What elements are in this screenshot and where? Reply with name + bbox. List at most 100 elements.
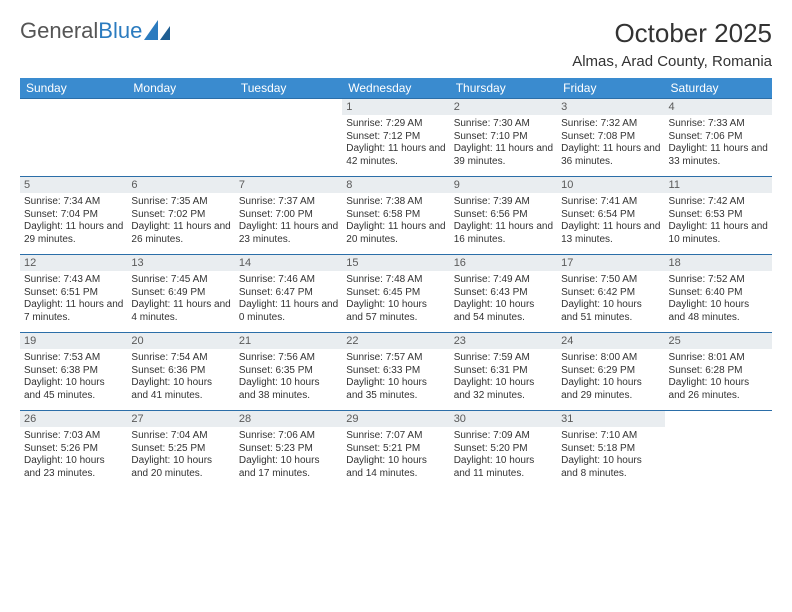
sunset-text: Sunset: 6:33 PM [346,365,445,378]
day-details: Sunrise: 8:01 AMSunset: 6:28 PMDaylight:… [665,349,772,410]
sunrise-text: Sunrise: 7:54 AM [131,352,230,365]
calendar-day: 21Sunrise: 7:56 AMSunset: 6:35 PMDayligh… [235,333,342,411]
day-details: Sunrise: 7:45 AMSunset: 6:49 PMDaylight:… [127,271,234,332]
weekday-header: Wednesday [342,78,449,99]
day-number: 23 [450,333,557,349]
sunrise-text: Sunrise: 7:49 AM [454,274,553,287]
daylight-text: Daylight: 10 hours and 32 minutes. [454,377,553,402]
calendar-day: 7Sunrise: 7:37 AMSunset: 7:00 PMDaylight… [235,177,342,255]
day-number: 6 [127,177,234,193]
day-number: 11 [665,177,772,193]
daylight-text: Daylight: 10 hours and 11 minutes. [454,455,553,480]
weekday-header: Thursday [450,78,557,99]
day-number: 15 [342,255,449,271]
sunrise-text: Sunrise: 7:48 AM [346,274,445,287]
sunset-text: Sunset: 5:18 PM [561,443,660,456]
day-details: Sunrise: 7:46 AMSunset: 6:47 PMDaylight:… [235,271,342,332]
sunset-text: Sunset: 5:20 PM [454,443,553,456]
calendar-day: 1Sunrise: 7:29 AMSunset: 7:12 PMDaylight… [342,99,449,177]
location: Almas, Arad County, Romania [572,53,772,70]
daylight-text: Daylight: 11 hours and 0 minutes. [239,299,338,324]
sunset-text: Sunset: 6:49 PM [131,287,230,300]
daylight-text: Daylight: 11 hours and 16 minutes. [454,221,553,246]
sunrise-text: Sunrise: 7:59 AM [454,352,553,365]
day-number: 9 [450,177,557,193]
weekday-header: Monday [127,78,234,99]
calendar-day: 9Sunrise: 7:39 AMSunset: 6:56 PMDaylight… [450,177,557,255]
calendar-day [665,411,772,489]
sunrise-text: Sunrise: 7:56 AM [239,352,338,365]
day-details: Sunrise: 7:53 AMSunset: 6:38 PMDaylight:… [20,349,127,410]
calendar-day [20,99,127,177]
sunset-text: Sunset: 6:43 PM [454,287,553,300]
daylight-text: Daylight: 10 hours and 14 minutes. [346,455,445,480]
day-details: Sunrise: 7:07 AMSunset: 5:21 PMDaylight:… [342,427,449,488]
daylight-text: Daylight: 10 hours and 17 minutes. [239,455,338,480]
day-number: 25 [665,333,772,349]
sunset-text: Sunset: 7:04 PM [24,209,123,222]
calendar-day: 11Sunrise: 7:42 AMSunset: 6:53 PMDayligh… [665,177,772,255]
sunset-text: Sunset: 7:10 PM [454,131,553,144]
calendar-day: 29Sunrise: 7:07 AMSunset: 5:21 PMDayligh… [342,411,449,489]
day-number: 14 [235,255,342,271]
sunrise-text: Sunrise: 8:00 AM [561,352,660,365]
day-details: Sunrise: 7:32 AMSunset: 7:08 PMDaylight:… [557,115,664,176]
daylight-text: Daylight: 11 hours and 4 minutes. [131,299,230,324]
sunset-text: Sunset: 7:12 PM [346,131,445,144]
day-number: 3 [557,99,664,115]
sunrise-text: Sunrise: 7:53 AM [24,352,123,365]
day-details: Sunrise: 7:29 AMSunset: 7:12 PMDaylight:… [342,115,449,176]
sunset-text: Sunset: 6:53 PM [669,209,768,222]
brand-part1: General [20,18,98,43]
sunrise-text: Sunrise: 7:34 AM [24,196,123,209]
day-number: 1 [342,99,449,115]
day-number: 17 [557,255,664,271]
calendar-day: 6Sunrise: 7:35 AMSunset: 7:02 PMDaylight… [127,177,234,255]
weekday-row: Sunday Monday Tuesday Wednesday Thursday… [20,78,772,99]
sunset-text: Sunset: 6:28 PM [669,365,768,378]
daylight-text: Daylight: 10 hours and 41 minutes. [131,377,230,402]
day-number: 27 [127,411,234,427]
calendar-day: 4Sunrise: 7:33 AMSunset: 7:06 PMDaylight… [665,99,772,177]
day-details: Sunrise: 7:43 AMSunset: 6:51 PMDaylight:… [20,271,127,332]
sunset-text: Sunset: 6:35 PM [239,365,338,378]
calendar-day: 2Sunrise: 7:30 AMSunset: 7:10 PMDaylight… [450,99,557,177]
header: GeneralBlue October 2025 Almas, Arad Cou… [20,18,772,70]
daylight-text: Daylight: 11 hours and 39 minutes. [454,143,553,168]
sunset-text: Sunset: 6:36 PM [131,365,230,378]
calendar-day: 15Sunrise: 7:48 AMSunset: 6:45 PMDayligh… [342,255,449,333]
daylight-text: Daylight: 10 hours and 23 minutes. [24,455,123,480]
weekday-header: Sunday [20,78,127,99]
sunrise-text: Sunrise: 7:03 AM [24,430,123,443]
sunset-text: Sunset: 6:40 PM [669,287,768,300]
daylight-text: Daylight: 10 hours and 51 minutes. [561,299,660,324]
day-details: Sunrise: 7:52 AMSunset: 6:40 PMDaylight:… [665,271,772,332]
calendar-table: Sunday Monday Tuesday Wednesday Thursday… [20,78,772,488]
sunset-text: Sunset: 7:06 PM [669,131,768,144]
calendar-day [235,99,342,177]
day-details: Sunrise: 7:59 AMSunset: 6:31 PMDaylight:… [450,349,557,410]
daylight-text: Daylight: 11 hours and 7 minutes. [24,299,123,324]
calendar-day: 31Sunrise: 7:10 AMSunset: 5:18 PMDayligh… [557,411,664,489]
calendar-week: 5Sunrise: 7:34 AMSunset: 7:04 PMDaylight… [20,177,772,255]
daylight-text: Daylight: 10 hours and 48 minutes. [669,299,768,324]
day-details: Sunrise: 7:33 AMSunset: 7:06 PMDaylight:… [665,115,772,176]
day-number: 16 [450,255,557,271]
day-number: 22 [342,333,449,349]
sunrise-text: Sunrise: 7:33 AM [669,118,768,131]
day-details: Sunrise: 7:35 AMSunset: 7:02 PMDaylight:… [127,193,234,254]
day-details: Sunrise: 7:10 AMSunset: 5:18 PMDaylight:… [557,427,664,488]
sunrise-text: Sunrise: 7:46 AM [239,274,338,287]
brand-part2: Blue [98,18,142,43]
day-details: Sunrise: 7:56 AMSunset: 6:35 PMDaylight:… [235,349,342,410]
day-details: Sunrise: 7:42 AMSunset: 6:53 PMDaylight:… [665,193,772,254]
brand-logo: GeneralBlue [20,18,172,44]
day-details: Sunrise: 7:57 AMSunset: 6:33 PMDaylight:… [342,349,449,410]
day-number: 13 [127,255,234,271]
calendar-day: 13Sunrise: 7:45 AMSunset: 6:49 PMDayligh… [127,255,234,333]
sail-icon [144,20,172,42]
calendar-day: 3Sunrise: 7:32 AMSunset: 7:08 PMDaylight… [557,99,664,177]
day-details: Sunrise: 7:49 AMSunset: 6:43 PMDaylight:… [450,271,557,332]
sunrise-text: Sunrise: 7:45 AM [131,274,230,287]
day-details: Sunrise: 7:38 AMSunset: 6:58 PMDaylight:… [342,193,449,254]
